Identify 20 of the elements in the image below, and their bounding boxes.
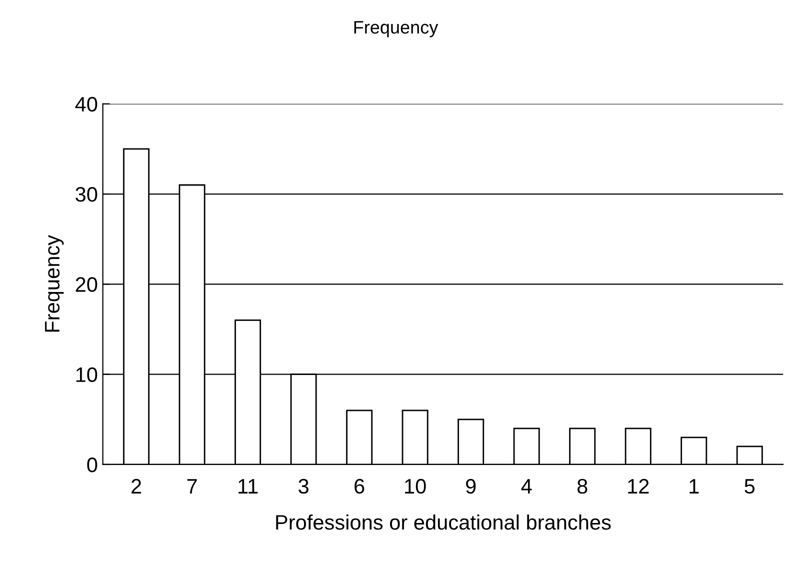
y-tick-label: 20 [76,277,98,292]
x-tick-label: 2 [132,478,142,494]
x-tick-label: 5 [744,479,755,494]
y-tick-label: 30 [76,187,98,202]
x-tick-label: 1 [690,479,699,494]
x-tick-label: 8 [577,478,588,494]
y-tick-label: 0 [87,457,98,472]
x-tick-label: 3 [298,478,308,494]
x-tick-label: 11 [238,479,258,494]
y-axis-title: Frequency [45,234,64,332]
x-tick-label: 7 [187,479,197,494]
y-tick-label: 10 [76,367,98,382]
y-tick-label: 40 [75,96,98,112]
x-tick-label: 10 [405,478,426,494]
x-tick-label: 12 [628,478,649,494]
x-tick-label: 4 [521,479,532,494]
x-tick-label: 6 [354,478,364,494]
x-tick-label: 9 [466,478,476,494]
chart-title: Frequency [354,21,438,38]
x-axis-title: Professions or educational branches [276,514,611,530]
